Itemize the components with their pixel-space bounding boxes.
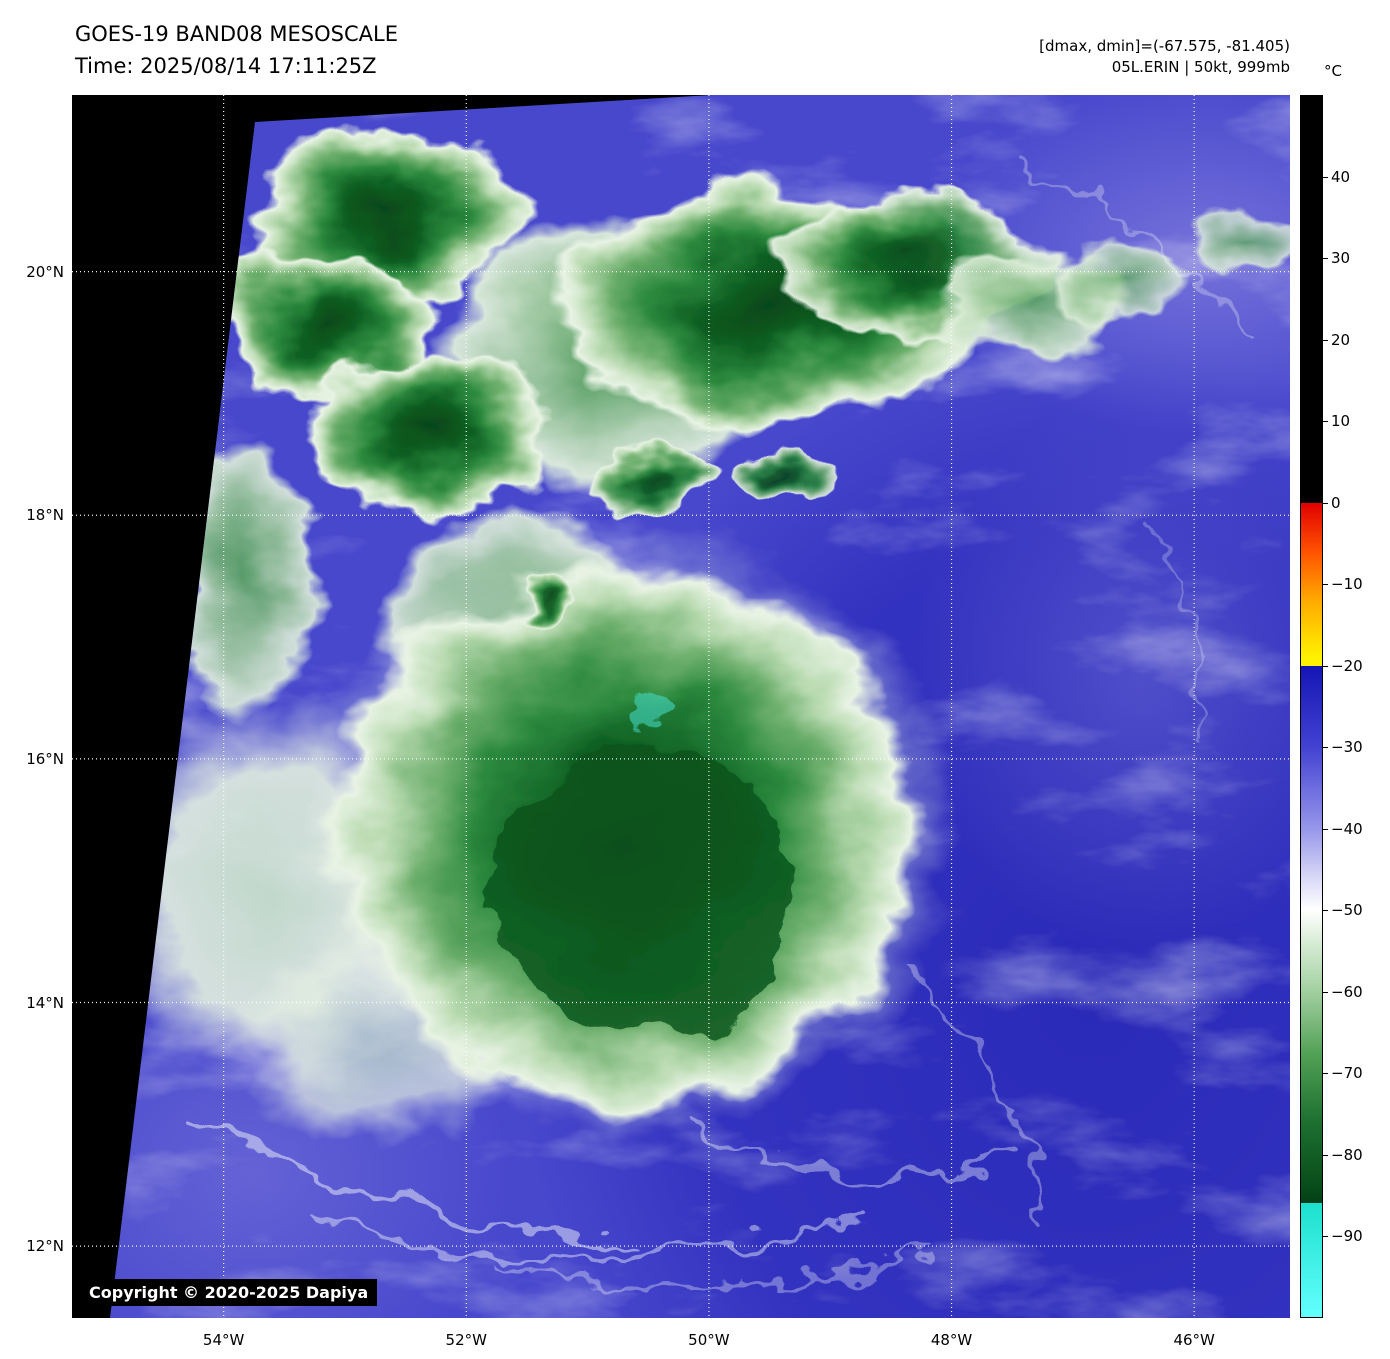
colorbar-tick-label: −20 [1323, 656, 1363, 675]
satellite-map-plot: Copyright © 2020-2025 Dapiya [72, 95, 1290, 1318]
image-title: GOES-19 BAND08 MESOSCALE [75, 22, 398, 46]
cold-cloud-layer [110, 128, 1290, 1150]
scan-region [110, 95, 1290, 1318]
colorbar-tick-label: −60 [1323, 982, 1363, 1001]
latitude-label: 12°N [26, 1237, 64, 1256]
latitude-label: 16°N [26, 749, 64, 768]
longitude-label: 46°W [1173, 1331, 1215, 1349]
colorbar-tick-label: −80 [1323, 1145, 1363, 1164]
image-timestamp: Time: 2025/08/14 17:11:25Z [75, 54, 377, 78]
latitude-label: 18°N [26, 506, 64, 525]
longitude-label: 54°W [202, 1331, 245, 1349]
colorbar-tick-label: 30 [1322, 249, 1351, 268]
colorbar-unit-label: °C [1324, 62, 1342, 80]
colorbar-tick-label: 20 [1322, 330, 1351, 349]
colorbar-tick-label: 40 [1322, 167, 1351, 186]
coldest-overshoot-spot [627, 697, 669, 719]
latlon-grid [72, 95, 1290, 1318]
colorbar-tick-label: −40 [1323, 819, 1363, 838]
satellite-imagery [72, 95, 1290, 1318]
latitude-label: 14°N [26, 993, 64, 1012]
colorbar-tick-label: 10 [1322, 412, 1351, 431]
longitude-label: 50°W [688, 1331, 730, 1349]
colorbar-tick-label: −30 [1323, 738, 1363, 757]
colorbar-tick-label: −70 [1323, 1064, 1363, 1083]
dmax-dmin-readout: [dmax, dmin]=(-67.575, -81.405) [1039, 37, 1290, 55]
colorbar-tick-label: −90 [1323, 1227, 1363, 1246]
longitude-label: 52°W [445, 1331, 487, 1349]
longitude-label: 48°W [930, 1331, 973, 1349]
latitude-label: 20°N [26, 262, 64, 281]
colorbar [1300, 95, 1323, 1318]
header-right-block: [dmax, dmin]=(-67.575, -81.405) 05L.ERIN… [1039, 36, 1290, 78]
colorbar-tick-label: −10 [1323, 575, 1363, 594]
colorbar-tick-label: −50 [1323, 901, 1363, 920]
storm-info: 05L.ERIN | 50kt, 999mb [1111, 58, 1290, 76]
copyright-badge: Copyright © 2020-2025 Dapiya [80, 1279, 378, 1306]
outflow-streaks [189, 158, 1249, 1288]
colorbar-tick-label: 0 [1323, 493, 1341, 512]
